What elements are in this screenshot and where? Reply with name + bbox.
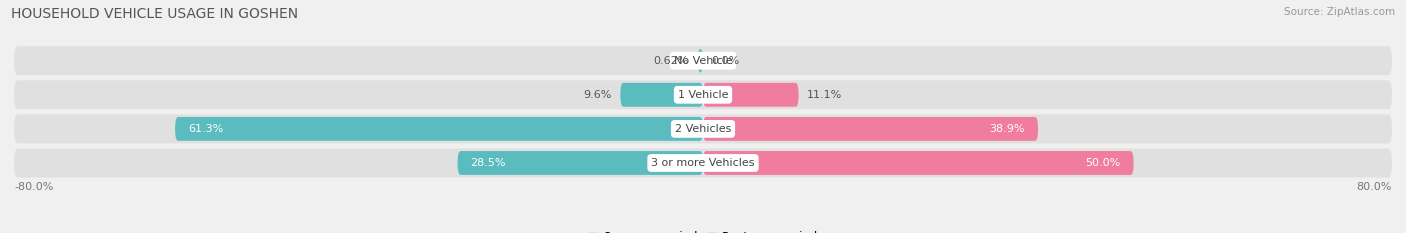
- Legend: Owner-occupied, Renter-occupied: Owner-occupied, Renter-occupied: [583, 226, 823, 233]
- Text: 38.9%: 38.9%: [990, 124, 1025, 134]
- FancyBboxPatch shape: [14, 114, 1392, 143]
- FancyBboxPatch shape: [703, 151, 1133, 175]
- Text: 2 Vehicles: 2 Vehicles: [675, 124, 731, 134]
- FancyBboxPatch shape: [620, 83, 703, 107]
- FancyBboxPatch shape: [457, 151, 703, 175]
- Text: -80.0%: -80.0%: [14, 182, 53, 192]
- FancyBboxPatch shape: [14, 148, 1392, 178]
- Text: 1 Vehicle: 1 Vehicle: [678, 90, 728, 100]
- FancyBboxPatch shape: [14, 46, 1392, 75]
- Text: 50.0%: 50.0%: [1085, 158, 1121, 168]
- Text: Source: ZipAtlas.com: Source: ZipAtlas.com: [1284, 7, 1395, 17]
- FancyBboxPatch shape: [703, 83, 799, 107]
- Text: 0.62%: 0.62%: [654, 56, 689, 66]
- Text: 9.6%: 9.6%: [583, 90, 612, 100]
- Text: 61.3%: 61.3%: [188, 124, 224, 134]
- Text: 80.0%: 80.0%: [1357, 182, 1392, 192]
- FancyBboxPatch shape: [14, 80, 1392, 109]
- Text: HOUSEHOLD VEHICLE USAGE IN GOSHEN: HOUSEHOLD VEHICLE USAGE IN GOSHEN: [11, 7, 298, 21]
- Text: 28.5%: 28.5%: [471, 158, 506, 168]
- Text: 11.1%: 11.1%: [807, 90, 842, 100]
- FancyBboxPatch shape: [697, 49, 703, 73]
- Text: 0.0%: 0.0%: [711, 56, 740, 66]
- FancyBboxPatch shape: [703, 117, 1038, 141]
- FancyBboxPatch shape: [176, 117, 703, 141]
- Text: 3 or more Vehicles: 3 or more Vehicles: [651, 158, 755, 168]
- Text: No Vehicle: No Vehicle: [673, 56, 733, 66]
